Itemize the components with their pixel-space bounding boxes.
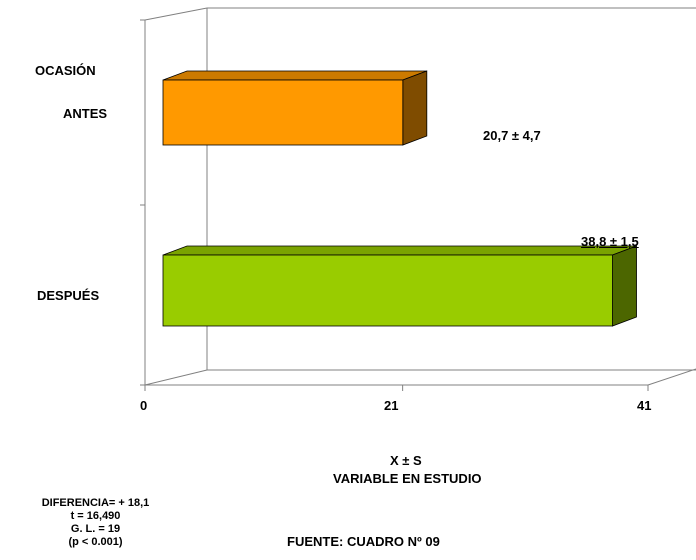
- x-axis-ticks: [144, 385, 649, 391]
- top-depth-edge: [144, 7, 208, 21]
- category-label-despues: DESPUÉS: [37, 288, 100, 303]
- category-label-antes: ANTES: [63, 106, 108, 121]
- bar-antes: [162, 79, 404, 146]
- x-axis-label-symbol: X ± S: [390, 453, 422, 468]
- source-note: FUENTE: CUADRO Nº 09: [287, 534, 440, 549]
- stats-difference: DIFERENCIA= + 18,1: [41, 497, 150, 509]
- x-axis-label-title: VARIABLE EN ESTUDIO: [333, 471, 482, 486]
- bar-despues: [162, 254, 613, 327]
- x-tick-label-21: 21: [384, 398, 399, 413]
- bar-antes-top-face: [162, 70, 427, 81]
- x-tick-label-0: 0: [140, 398, 148, 413]
- bar-despues-side-face: [612, 245, 637, 327]
- bars-group: [162, 70, 637, 327]
- bar-despues-top-face: [162, 245, 637, 256]
- stats-t-value: t = 16,490: [70, 510, 121, 522]
- chart-frame: [140, 7, 696, 386]
- stats-degrees-of-freedom: G. L. = 19: [70, 523, 121, 535]
- floor-right-edge: [647, 368, 696, 386]
- bar-antes-side-face: [402, 70, 428, 146]
- y-axis-title: OCASIÓN: [35, 63, 96, 78]
- floor-left-edge: [144, 369, 208, 386]
- data-label-antes: 20,7 ± 4,7: [483, 128, 541, 143]
- stats-p-value: (p < 0.001): [68, 536, 123, 548]
- data-label-despues: 38,8 ± 1,5: [581, 234, 639, 249]
- stats-block: DIFERENCIA= + 18,1 t = 16,490 G. L. = 19…: [18, 497, 173, 549]
- x-tick-label-41: 41: [637, 398, 652, 413]
